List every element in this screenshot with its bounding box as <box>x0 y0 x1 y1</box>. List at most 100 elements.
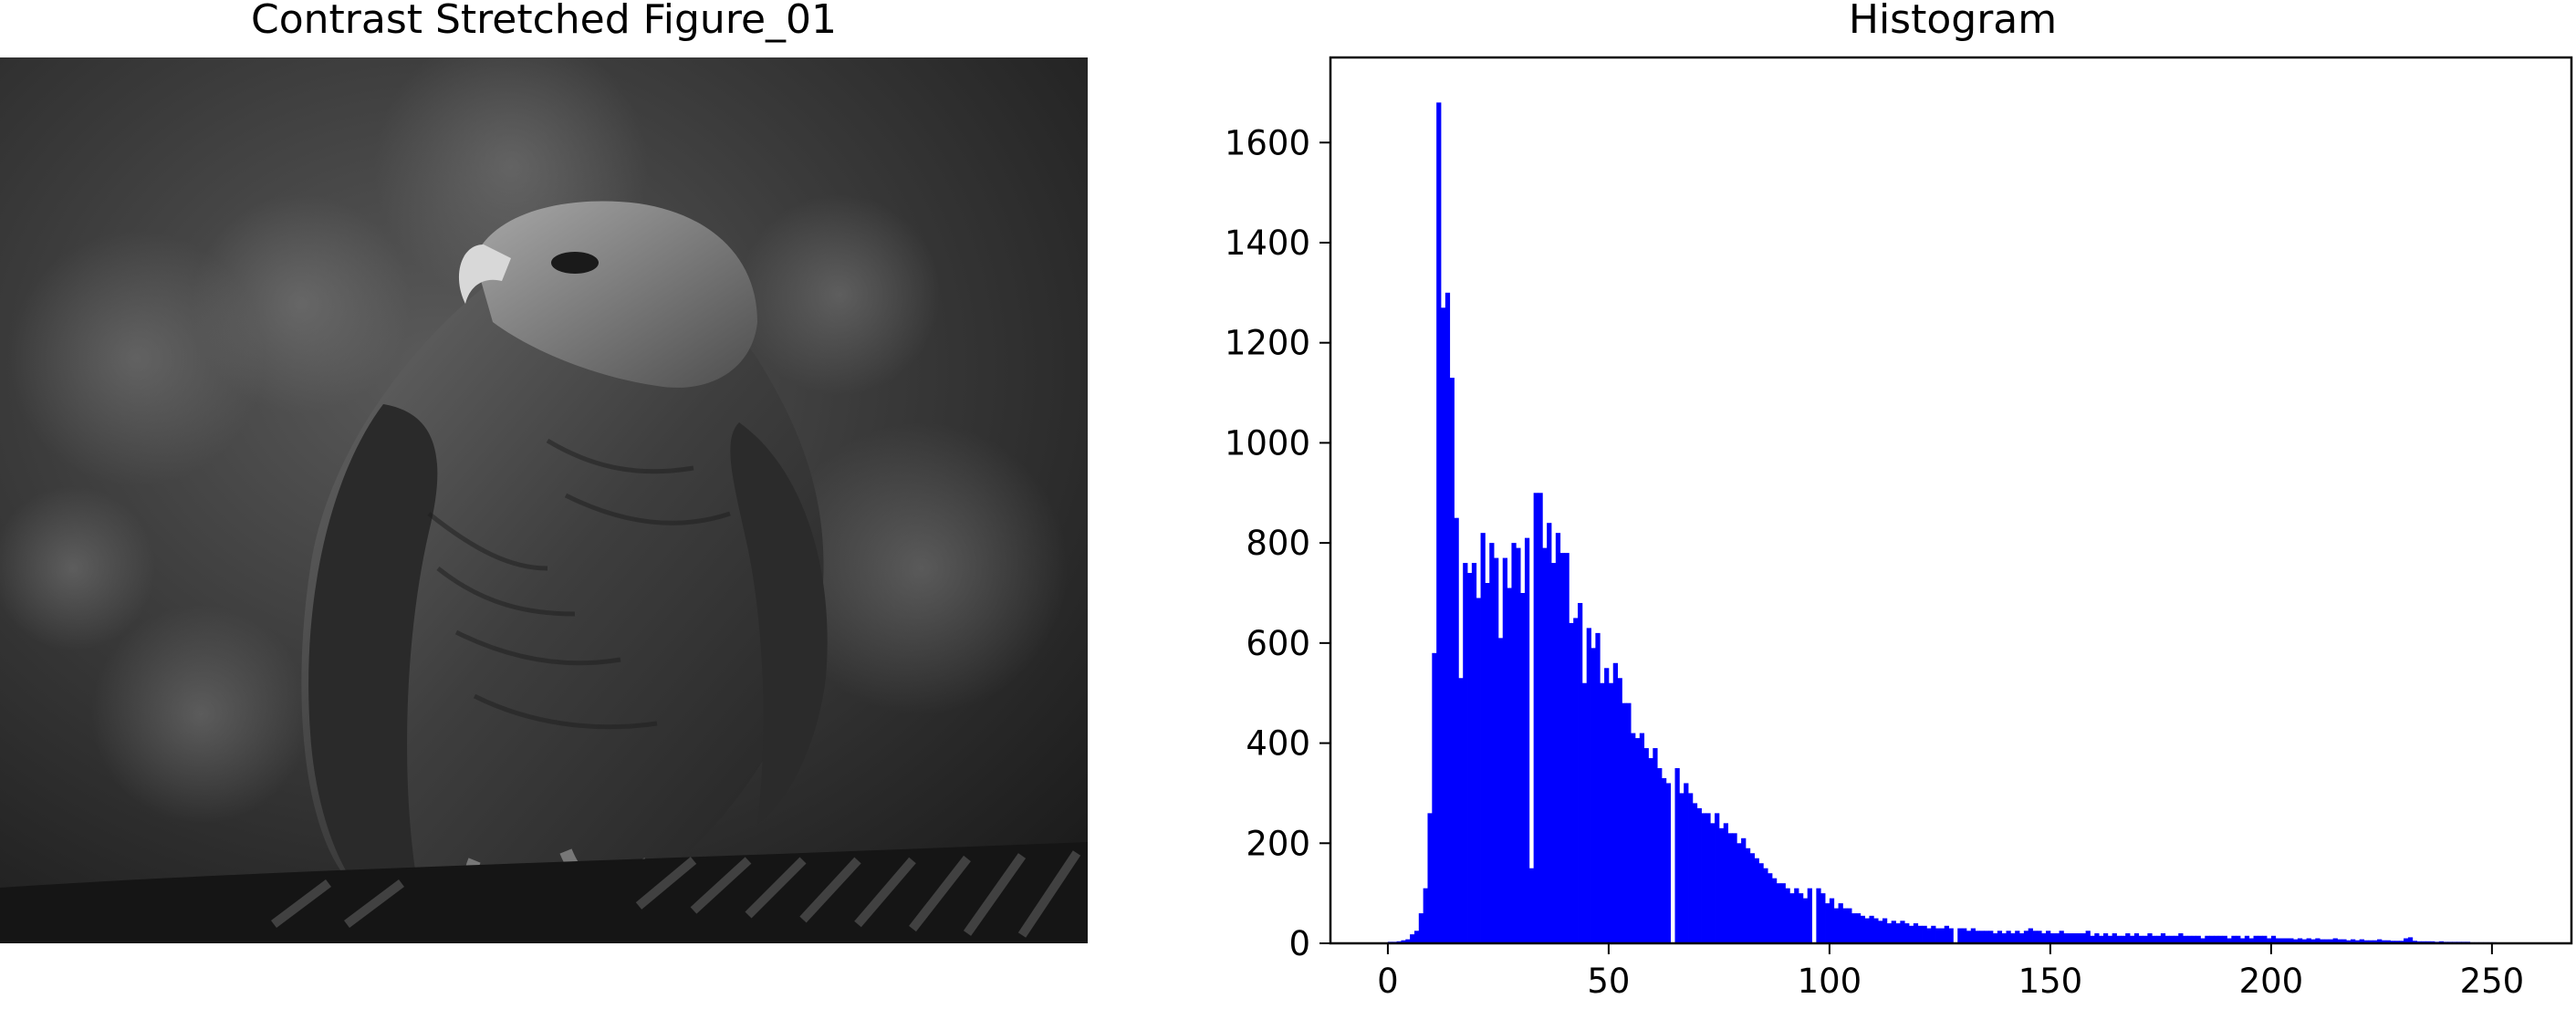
histogram-bar <box>2133 933 2140 943</box>
histogram-bar <box>1573 618 1579 943</box>
y-tick-label: 600 <box>1246 624 1310 663</box>
histogram-bar <box>1639 733 1645 943</box>
histogram-bar <box>2351 939 2356 943</box>
histogram-bar <box>1454 517 1459 943</box>
histogram-bar <box>1564 553 1570 943</box>
histogram-bar <box>1581 682 1588 943</box>
histogram-axes: 0 50 100 150 200 250 0 200 400 600 800 1000 1200 1400… <box>1225 56 2573 1001</box>
histogram-bar <box>1816 888 1821 943</box>
histogram-bar <box>1891 921 1896 943</box>
histogram-bar <box>2284 938 2289 943</box>
histogram-bar <box>1935 928 1941 943</box>
histogram-bar <box>2293 939 2299 943</box>
histogram-bar <box>1785 888 1790 943</box>
y-tick-label: 0 <box>1288 924 1310 963</box>
histogram-bar <box>1997 931 2003 943</box>
histogram-bar <box>1578 602 1583 943</box>
histogram-bar <box>2041 933 2047 943</box>
histogram-bar <box>2253 935 2258 943</box>
histogram-bar <box>1741 837 1747 943</box>
histogram-bar <box>2407 937 2414 943</box>
histogram-bar <box>1931 925 1936 943</box>
histogram-bar <box>2054 933 2060 943</box>
histogram-bar <box>1939 928 1945 943</box>
histogram-bar <box>2310 939 2316 943</box>
histogram-bar <box>1661 777 1667 943</box>
histogram-bar <box>2363 940 2369 943</box>
histogram-bar <box>1869 915 1874 943</box>
histogram-bar <box>2373 940 2378 943</box>
histogram-bar <box>1948 928 1954 943</box>
histogram-bar <box>2160 933 2166 943</box>
histogram-bar <box>1432 652 1437 943</box>
histogram-bar <box>2332 938 2338 943</box>
histogram-bar <box>2125 933 2131 943</box>
histogram-bar <box>1970 928 1976 943</box>
histogram-bar <box>1559 553 1565 943</box>
histogram-bar <box>1444 292 1451 943</box>
histogram-bar <box>1440 307 1446 943</box>
y-tick-label: 400 <box>1246 724 1310 764</box>
histogram-bar <box>1533 493 1538 943</box>
histogram-bar <box>2143 935 2148 943</box>
histogram-bar <box>1634 738 1641 943</box>
histogram-bar <box>2381 940 2387 943</box>
histogram-bar <box>2028 928 2033 943</box>
histogram-bar <box>1917 925 1923 943</box>
histogram-bar <box>1992 933 1998 943</box>
histogram-bar <box>1799 893 1804 943</box>
histogram-bar <box>2152 935 2157 943</box>
y-tick-label: 1200 <box>1225 324 1310 363</box>
histogram-bar <box>1878 921 1883 943</box>
histogram-bar <box>1727 833 1733 943</box>
histogram-bar <box>2019 933 2025 943</box>
histogram-bar <box>1657 767 1663 943</box>
histogram-bar <box>2222 935 2227 943</box>
histogram-bar <box>2090 935 2095 943</box>
y-tick-label: 1400 <box>1225 224 1310 263</box>
histogram-bar <box>2267 938 2272 943</box>
histogram-bar <box>2183 935 2188 943</box>
x-tick-label: 0 <box>1377 962 1399 1001</box>
histogram-bar <box>1842 908 1848 943</box>
histogram-bar <box>2001 933 2007 943</box>
histogram-bar <box>2178 933 2184 943</box>
eagle-photo <box>0 30 1088 943</box>
x-tick-label: 100 <box>1798 962 1862 1001</box>
histogram-bar <box>1648 758 1653 943</box>
histogram-bar <box>1696 807 1702 943</box>
histogram-bar <box>1979 931 1985 943</box>
x-tick-label: 150 <box>2018 962 2083 1001</box>
histogram-bar <box>1763 868 1768 943</box>
histogram-bar <box>1524 537 1530 943</box>
histogram-bar <box>2081 933 2087 943</box>
histogram-bar <box>2412 941 2418 943</box>
histogram-bar <box>1542 547 1548 943</box>
histogram-bar <box>2275 938 2280 943</box>
histogram-bar <box>1758 863 1764 943</box>
histogram-bar <box>1825 903 1830 943</box>
histogram-bar <box>1405 939 1411 943</box>
histogram-bar <box>1780 883 1786 943</box>
histogram-bar <box>2270 935 2277 943</box>
histogram-bar <box>2112 933 2117 943</box>
histogram-bar <box>2049 933 2056 943</box>
histogram-bar <box>1922 925 1927 943</box>
histogram-bar <box>1538 493 1543 943</box>
histogram-bar <box>1723 823 1728 943</box>
histogram-bar <box>1962 928 1967 943</box>
histogram-bar <box>1966 931 1972 943</box>
histogram-bar <box>1617 678 1622 943</box>
histogram-bar <box>1569 622 1574 943</box>
histogram-bar <box>1900 921 1905 943</box>
histogram-bar <box>2262 935 2268 943</box>
histogram-bar <box>2328 939 2334 943</box>
histogram-bar <box>2217 935 2224 943</box>
histogram-bar <box>1860 915 1866 943</box>
histogram-bar <box>1855 913 1862 943</box>
histogram-bar <box>2147 933 2153 943</box>
histogram-bar <box>1413 931 1420 943</box>
histogram-bar <box>2297 938 2303 943</box>
histogram-bar <box>2121 935 2126 943</box>
histogram-bar <box>1851 913 1857 943</box>
